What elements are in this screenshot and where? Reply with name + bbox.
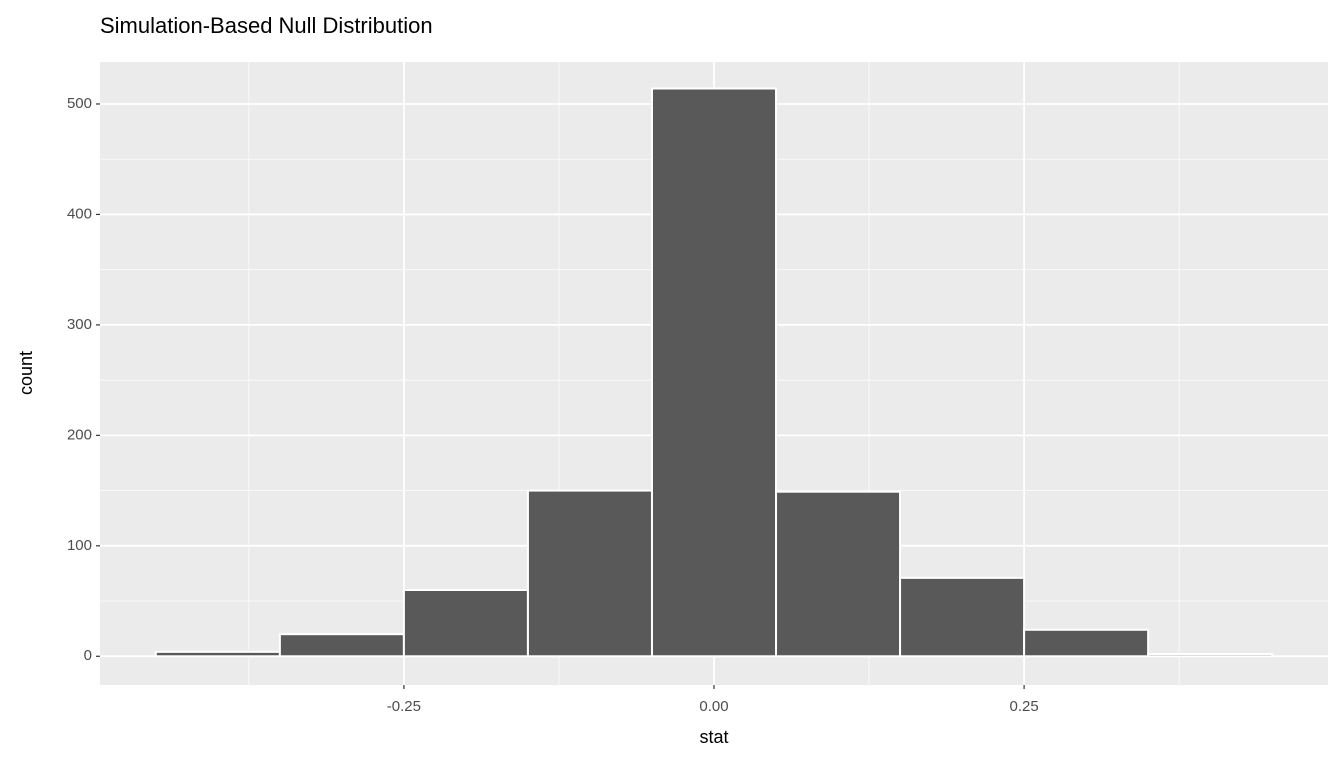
bar [775, 490, 902, 658]
bar [650, 87, 778, 658]
bar [899, 576, 1026, 658]
y-tick-label: 0 [84, 647, 92, 664]
y-tick-label: 100 [67, 537, 92, 554]
y-tick-label: 200 [67, 426, 92, 443]
bar [1023, 628, 1150, 658]
x-axis-label: stat [699, 727, 728, 747]
bar [526, 489, 653, 658]
x-tick-label: 0.00 [699, 698, 728, 715]
x-tick-label: 0.25 [1009, 698, 1038, 715]
bar [1147, 653, 1274, 658]
chart-title: Simulation-Based Null Distribution [100, 13, 433, 38]
y-tick-label: 300 [67, 316, 92, 333]
y-tick-label: 400 [67, 205, 92, 222]
bar [278, 633, 405, 658]
bar [154, 650, 281, 658]
y-tick-label: 500 [67, 95, 92, 112]
x-tick-label: -0.25 [387, 698, 421, 715]
y-axis-label: count [16, 351, 36, 395]
bar [402, 589, 529, 658]
